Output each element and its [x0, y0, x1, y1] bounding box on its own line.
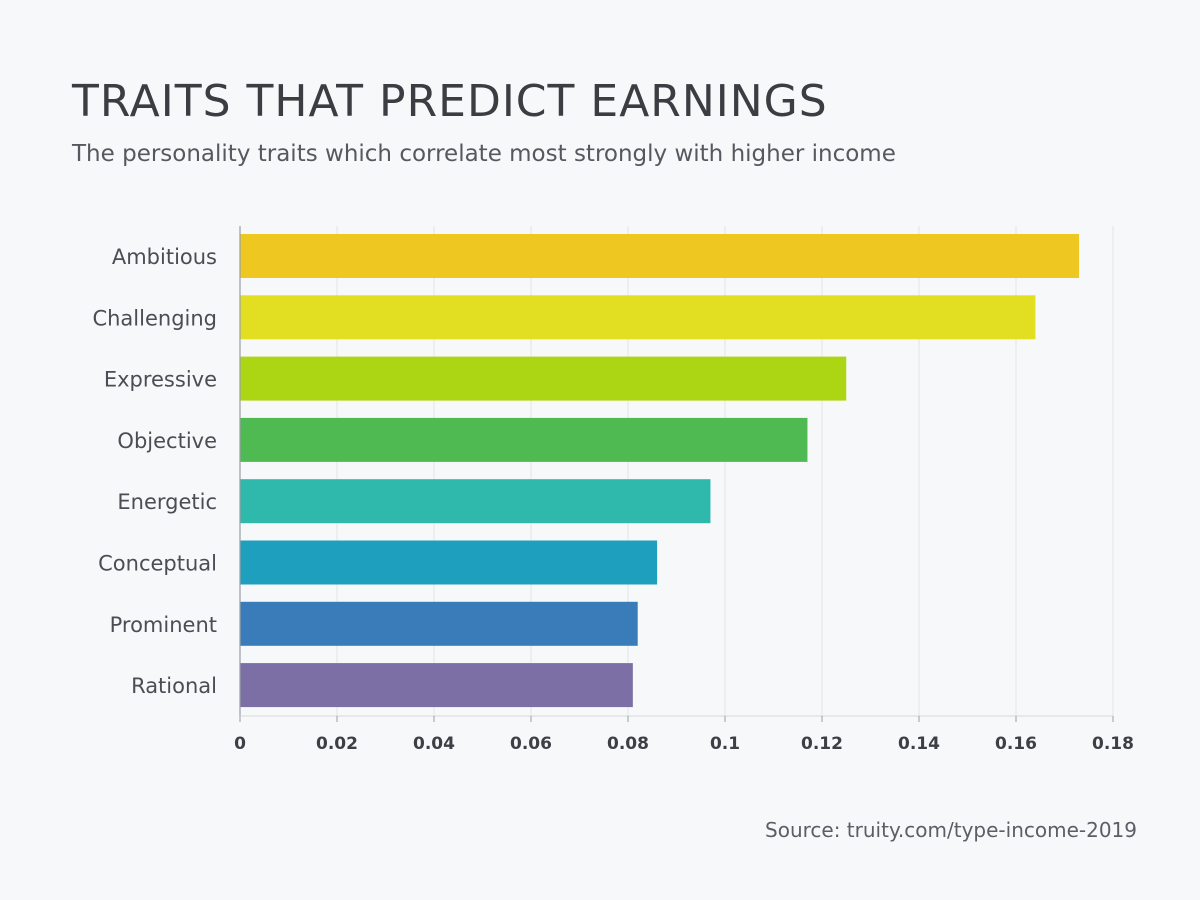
x-ticks: 0 0.02 0.04 0.06 0.08 0.1 0.12 0.14 0.16 0.18: [234, 716, 1134, 754]
category-labels: Ambitious Challenging Expressive Objective E…: [92, 245, 217, 698]
chart-subtitle: The personality traits which correlate m…: [72, 141, 896, 167]
category-label: Conceptual: [98, 552, 217, 576]
category-label: Prominent: [110, 613, 217, 637]
x-tick-label: 0.1: [710, 734, 740, 754]
x-tick-label: 0.06: [510, 734, 552, 754]
x-tick-label: 0.04: [413, 734, 455, 754]
x-tick-label: 0.14: [898, 734, 940, 754]
bar-rational: [240, 663, 633, 708]
category-label: Expressive: [104, 368, 217, 392]
x-tick-label: 0.08: [607, 734, 649, 754]
category-label: Energetic: [117, 490, 217, 514]
category-label: Objective: [117, 429, 217, 453]
x-tick-label: 0.12: [801, 734, 843, 754]
bar-energetic: [240, 479, 711, 524]
bar-challenging: [240, 295, 1036, 340]
x-tick-label: 0.16: [995, 734, 1037, 754]
category-label: Ambitious: [112, 245, 217, 269]
source-note: Source: truity.com/type-income-2019: [765, 818, 1137, 842]
category-label: Challenging: [92, 306, 217, 330]
bar-expressive: [240, 356, 847, 401]
bar-conceptual: [240, 540, 658, 585]
bar-ambitious: [240, 234, 1080, 278]
x-tick-label: 0.02: [316, 734, 358, 754]
category-label: Rational: [131, 674, 217, 698]
x-tick-label: 0.18: [1092, 734, 1134, 754]
bars: [240, 234, 1080, 708]
x-tick-label: 0: [234, 734, 246, 754]
bar-prominent: [240, 601, 638, 646]
bar-objective: [240, 417, 808, 462]
chart-title: TRAITS THAT PREDICT EARNINGS: [72, 76, 828, 127]
